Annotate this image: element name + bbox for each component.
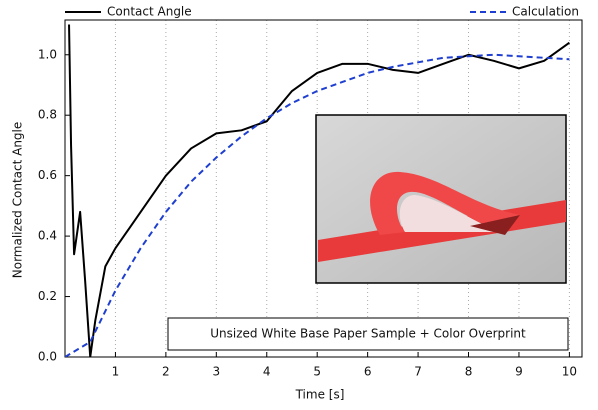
line-series (68, 24, 570, 357)
x-axis-title: Time [s] (295, 388, 345, 402)
y-tick-label: 0.0 (38, 350, 57, 364)
y-axis-title: Normalized Contact Angle (11, 122, 25, 279)
x-tick-label: 1 (112, 365, 120, 379)
inset-photo (315, 114, 567, 284)
x-tick-label: 3 (212, 365, 220, 379)
x-tick-label: 4 (263, 365, 271, 379)
y-tick-label: 0.8 (38, 108, 57, 122)
x-tick-label: 9 (515, 365, 523, 379)
y-tick-label: 0.4 (38, 229, 57, 243)
x-tick-label: 7 (414, 365, 422, 379)
x-tick-label: 6 (364, 365, 372, 379)
y-tick-label: 1.0 (38, 47, 57, 61)
x-tick-label: 10 (562, 365, 577, 379)
y-tick-label: 0.6 (38, 168, 57, 182)
legend-label: Contact Angle (107, 5, 192, 19)
x-tick-label: 5 (313, 365, 321, 379)
annotation: Unsized White Base Paper Sample + Color … (210, 327, 526, 341)
annotation-box (167, 317, 569, 351)
x-tick-label: 2 (162, 365, 170, 379)
y-tick-label: 0.2 (38, 289, 57, 303)
plot-frame (64, 19, 583, 358)
legend-label: Calculation (512, 5, 579, 19)
x-tick-label: 8 (465, 365, 473, 379)
line-series (65, 53, 570, 357)
